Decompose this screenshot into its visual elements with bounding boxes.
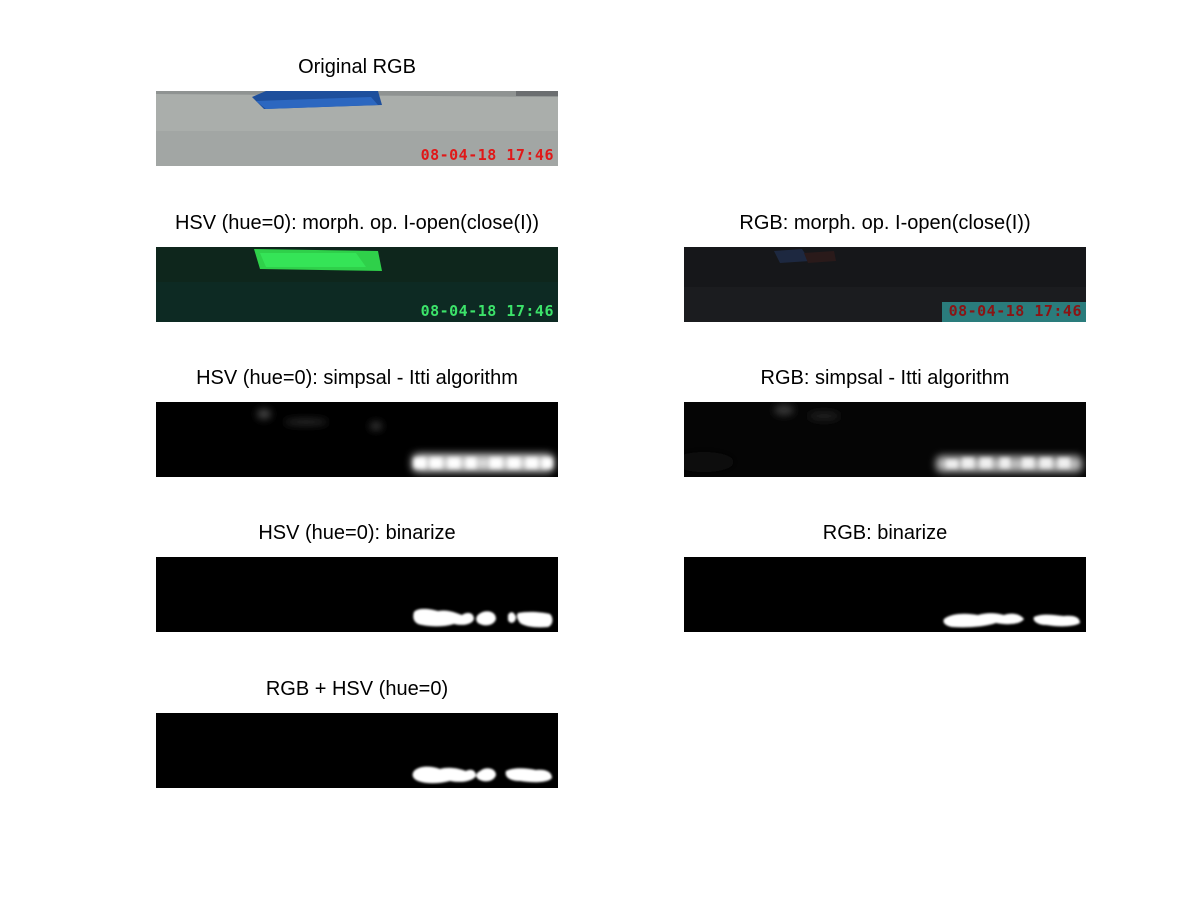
timestamp-overlay: 08-04-18 17:46 (420, 302, 554, 320)
rgb-binary-scene (684, 557, 1086, 632)
panel-title: RGB: morph. op. I-open(close(I)) (739, 212, 1031, 234)
rgb-binary-mask (684, 557, 1086, 632)
panel-title: RGB + HSV (hue=0) (265, 678, 449, 700)
hsv-saliency-map (156, 402, 558, 477)
rgb-saliency-scene (684, 402, 1086, 477)
original-rgb-scene (156, 91, 558, 166)
panel-title: HSV (hue=0): simpsal - Itti algorithm (196, 367, 518, 389)
rgb-saliency-map (684, 402, 1086, 477)
panel-title: Original RGB (298, 56, 416, 78)
combined-binary-scene (156, 713, 558, 788)
original-rgb-image: 08-04-18 17:46 (156, 91, 558, 166)
panel-title: HSV (hue=0): binarize (258, 522, 456, 544)
panel-title: HSV (hue=0): morph. op. I-open(close(I)) (174, 212, 540, 234)
timestamp-overlay: 08-04-18 17:46 (948, 302, 1082, 320)
hsv-morph-image: 08-04-18 17:46 (156, 247, 558, 322)
hsv-morph-scene (156, 247, 558, 322)
panel-title: RGB: binarize (822, 522, 948, 544)
hsv-saliency-scene (156, 402, 558, 477)
rgb-morph-image: 08-04-18 17:46 (684, 247, 1086, 322)
hsv-binary-mask (156, 557, 558, 632)
rgb-morph-scene (684, 247, 1086, 322)
combined-binary-mask (156, 713, 558, 788)
hsv-binary-scene (156, 557, 558, 632)
timestamp-overlay: 08-04-18 17:46 (420, 146, 554, 164)
panel-title: RGB: simpsal - Itti algorithm (760, 367, 1010, 389)
